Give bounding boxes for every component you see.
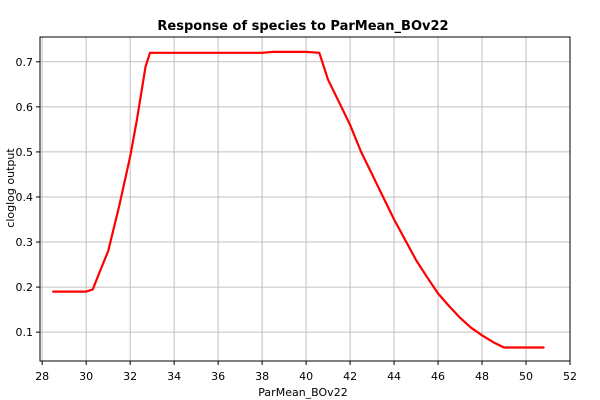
x-tick-label: 28 bbox=[35, 370, 49, 383]
axis-ticks: 28 30 32 34 36 38 40 42 44 46 48 50 52 0.1 0.2 0.3 0.4 0.… bbox=[16, 56, 578, 383]
x-tick-label: 38 bbox=[255, 370, 269, 383]
x-tick-label: 36 bbox=[211, 370, 225, 383]
y-tick-label: 0.1 bbox=[16, 326, 34, 339]
gridlines bbox=[40, 37, 571, 361]
y-tick-label: 0.5 bbox=[16, 146, 34, 159]
x-tick-label: 30 bbox=[79, 370, 93, 383]
x-tick-label: 42 bbox=[343, 370, 357, 383]
plot-frame bbox=[39, 36, 571, 362]
chart-title: Response of species to ParMean_BOv22 bbox=[157, 19, 448, 34]
y-tick-label: 0.4 bbox=[16, 191, 34, 204]
y-axis-label: cloglog output bbox=[4, 148, 17, 228]
series-layer bbox=[52, 50, 545, 349]
x-tick-label: 44 bbox=[387, 370, 401, 383]
x-axis-label: ParMean_BOv22 bbox=[258, 386, 347, 399]
x-tick-label: 46 bbox=[431, 370, 445, 383]
y-tick-label: 0.2 bbox=[16, 281, 34, 294]
y-tick-label: 0.7 bbox=[16, 56, 34, 69]
y-tick-label: 0.3 bbox=[16, 236, 34, 249]
x-tick-label: 48 bbox=[475, 370, 489, 383]
x-tick-label: 32 bbox=[123, 370, 137, 383]
x-tick-label: 40 bbox=[299, 370, 313, 383]
y-tick-label: 0.6 bbox=[16, 101, 34, 114]
x-tick-label: 34 bbox=[167, 370, 181, 383]
x-tick-label: 52 bbox=[563, 370, 577, 383]
response-curve-line bbox=[52, 50, 545, 349]
x-tick-label: 50 bbox=[519, 370, 533, 383]
